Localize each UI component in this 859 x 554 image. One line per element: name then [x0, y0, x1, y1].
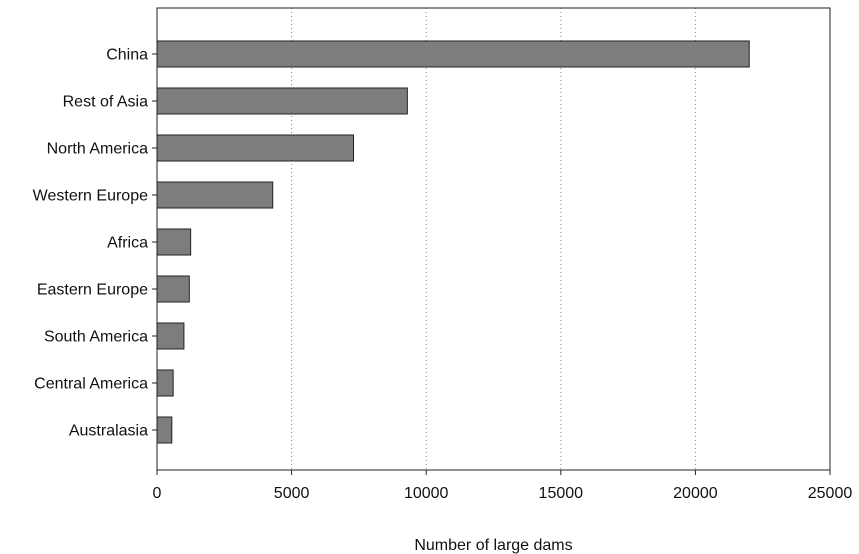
category-label: Eastern Europe	[37, 282, 148, 299]
category-label: Western Europe	[33, 188, 148, 205]
category-label: South America	[44, 329, 148, 346]
x-tick-label: 0	[153, 485, 162, 502]
bar	[156, 87, 408, 115]
bar	[156, 228, 192, 256]
x-tick-label: 25000	[808, 485, 853, 502]
x-tick-label: 20000	[673, 485, 718, 502]
category-label: China	[106, 47, 148, 64]
category-label: Africa	[107, 235, 148, 252]
bars	[156, 40, 750, 444]
category-label: Australasia	[69, 423, 148, 440]
bar	[156, 181, 274, 209]
bar	[156, 134, 355, 162]
labels: 0 5000 10000 15000 20000 25000 China Rest of As…	[33, 47, 853, 503]
x-tick-label: 10000	[404, 485, 449, 502]
category-label: Rest of Asia	[63, 94, 148, 111]
bar	[156, 416, 173, 444]
bar	[156, 40, 750, 68]
x-axis-title: Number of large dams	[414, 537, 572, 554]
gridlines	[291, 8, 696, 470]
category-label: North America	[47, 141, 148, 158]
x-tick-label: 5000	[274, 485, 310, 502]
plot-frame	[156, 7, 831, 471]
bar	[156, 275, 190, 303]
axes	[152, 7, 831, 475]
x-tick-label: 15000	[539, 485, 584, 502]
category-label: Central America	[34, 376, 148, 393]
bar	[156, 369, 174, 397]
bar	[156, 322, 185, 350]
